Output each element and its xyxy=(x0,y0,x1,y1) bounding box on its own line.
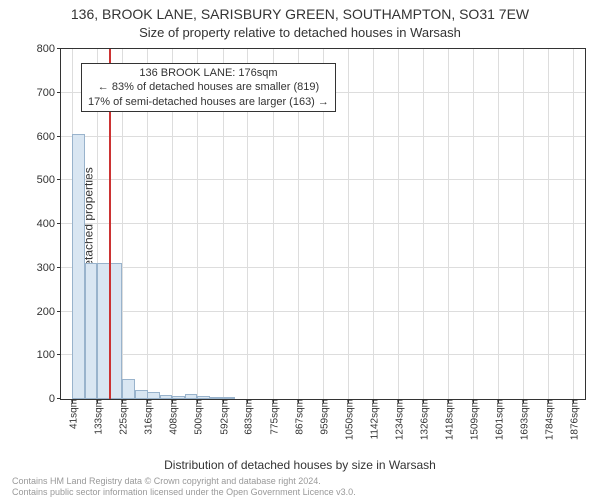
x-tick-label: 500sqm xyxy=(190,399,205,435)
x-gridline xyxy=(373,49,374,399)
x-gridline xyxy=(398,49,399,399)
x-gridline xyxy=(423,49,424,399)
x-axis-label: Distribution of detached houses by size … xyxy=(0,458,600,472)
y-tick-label: 0 xyxy=(49,393,61,405)
histogram-bar xyxy=(85,263,98,399)
x-tick-label: 41sqm xyxy=(65,399,80,429)
histogram-bar xyxy=(172,396,185,400)
x-tick-label: 1234sqm xyxy=(390,399,405,440)
x-gridline xyxy=(523,49,524,399)
annotation-line: 136 BROOK LANE: 176sqm xyxy=(88,66,329,80)
x-tick-label: 867sqm xyxy=(290,399,305,435)
x-tick-label: 408sqm xyxy=(165,399,180,435)
y-tick-label: 200 xyxy=(37,306,61,318)
y-tick-label: 100 xyxy=(37,349,61,361)
annotation-box: 136 BROOK LANE: 176sqm← 83% of detached … xyxy=(81,63,336,112)
x-tick-label: 1050sqm xyxy=(340,399,355,440)
histogram-bar xyxy=(110,263,123,399)
histogram-bar xyxy=(135,390,148,399)
x-tick-label: 133sqm xyxy=(90,399,105,435)
x-tick-label: 1601sqm xyxy=(490,399,505,440)
y-tick-label: 500 xyxy=(37,174,61,186)
annotation-line: 17% of semi-detached houses are larger (… xyxy=(88,95,329,109)
x-gridline xyxy=(348,49,349,399)
histogram-bar xyxy=(210,397,223,399)
histogram-bar xyxy=(97,263,110,399)
chart-title: 136, BROOK LANE, SARISBURY GREEN, SOUTHA… xyxy=(0,0,600,23)
y-tick-label: 400 xyxy=(37,218,61,230)
chart-container: 136, BROOK LANE, SARISBURY GREEN, SOUTHA… xyxy=(0,0,600,500)
x-tick-label: 1693sqm xyxy=(516,399,531,440)
histogram-bar xyxy=(147,392,160,399)
annotation-line: ← 83% of detached houses are smaller (81… xyxy=(88,80,329,94)
chart-footer: Contains HM Land Registry data © Crown c… xyxy=(12,476,588,498)
x-tick-label: 1876sqm xyxy=(565,399,580,440)
x-tick-label: 1509sqm xyxy=(465,399,480,440)
histogram-bar xyxy=(223,397,236,399)
x-gridline xyxy=(498,49,499,399)
y-tick-label: 800 xyxy=(37,43,61,55)
x-tick-label: 1326sqm xyxy=(415,399,430,440)
y-tick-label: 700 xyxy=(37,87,61,99)
x-tick-label: 683sqm xyxy=(240,399,255,435)
histogram-bar xyxy=(185,394,198,399)
x-tick-label: 592sqm xyxy=(215,399,230,435)
histogram-bar xyxy=(72,134,85,399)
x-tick-label: 1142sqm xyxy=(365,399,380,439)
x-gridline xyxy=(573,49,574,399)
x-tick-label: 959sqm xyxy=(315,399,330,435)
x-tick-label: 1784sqm xyxy=(540,399,555,440)
histogram-bar xyxy=(160,395,173,399)
footer-line1: Contains HM Land Registry data © Crown c… xyxy=(12,476,588,487)
histogram-bar xyxy=(122,379,135,399)
x-gridline xyxy=(448,49,449,399)
x-gridline xyxy=(548,49,549,399)
chart-plot-area: 010020030040050060070080041sqm133sqm225s… xyxy=(60,48,586,400)
y-tick-label: 300 xyxy=(37,262,61,274)
x-tick-label: 1418sqm xyxy=(440,399,455,440)
footer-line2: Contains public sector information licen… xyxy=(12,487,588,498)
x-tick-label: 225sqm xyxy=(115,399,130,435)
x-tick-label: 775sqm xyxy=(265,399,280,435)
chart-subtitle: Size of property relative to detached ho… xyxy=(0,23,600,40)
x-gridline xyxy=(473,49,474,399)
y-tick-label: 600 xyxy=(37,131,61,143)
x-tick-label: 316sqm xyxy=(140,399,155,435)
histogram-bar xyxy=(197,396,210,399)
